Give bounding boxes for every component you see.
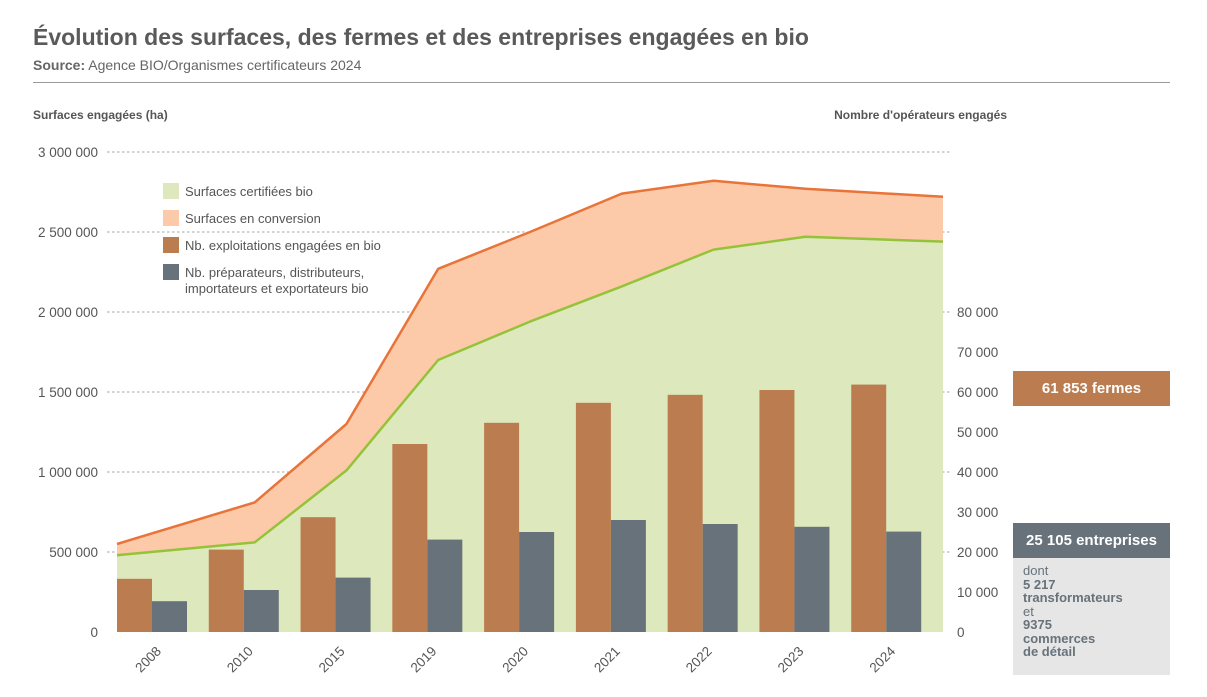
y-left-tick-label: 2 500 000 [38, 225, 98, 240]
legend-label: importateurs et exportateurs bio [185, 281, 369, 296]
chart-source: Source: Agence BIO/Organismes certificat… [33, 57, 361, 73]
y-left-tick-label: 500 000 [49, 545, 98, 560]
chart-title: Évolution des surfaces, des fermes et de… [33, 24, 809, 50]
detail-line: 9375 [1023, 617, 1052, 632]
bar-operators [335, 577, 371, 632]
legend-label: Nb. préparateurs, distributeurs, [185, 265, 364, 280]
detail-line: dont [1023, 563, 1049, 578]
detail-line: et [1023, 603, 1034, 619]
bars-layer [117, 384, 922, 632]
legend-label: Surfaces certifiées bio [185, 184, 313, 199]
enterprises-callout: 25 105 entreprises [1013, 523, 1170, 558]
x-tick-label: 2022 [683, 644, 715, 676]
detail-line: transformateurs [1023, 590, 1123, 605]
y-right-axis-title: Nombre d'opérateurs engagés [834, 108, 1007, 122]
legend-swatch [163, 210, 179, 226]
bar-operators [886, 531, 922, 632]
x-tick-label: 2023 [775, 644, 807, 676]
y-right-tick-label: 60 000 [957, 385, 998, 400]
y-left-axis-title: Surfaces engagées (ha) [33, 108, 168, 122]
legend-swatch [163, 183, 179, 199]
farms-callout: 61 853 fermes [1013, 371, 1170, 406]
legend-label: Nb. exploitations engagées en bio [185, 238, 381, 253]
x-tick-label: 2010 [224, 644, 256, 676]
bar-operators [519, 532, 555, 632]
y-right-tick-label: 80 000 [957, 305, 998, 320]
legend-label: Surfaces en conversion [185, 211, 321, 226]
bar-operators [702, 524, 738, 632]
bar-operators [152, 601, 187, 632]
enterprises-detail: dont 5 217 transformateurs et 9375 comme… [1013, 558, 1170, 675]
y-left-tick-label: 1 000 000 [38, 465, 98, 480]
title-divider [33, 82, 1170, 83]
bar-farms [759, 390, 795, 632]
y-left-tick-label: 1 500 000 [38, 385, 98, 400]
y-right-tick-label: 70 000 [957, 345, 998, 360]
detail-line: de détail [1023, 644, 1076, 659]
bar-farms [851, 384, 887, 632]
bar-operators [427, 539, 463, 632]
bar-farms [117, 578, 152, 632]
bar-operators [794, 526, 830, 632]
y-right-tick-label: 10 000 [957, 585, 998, 600]
legend-swatch [163, 237, 179, 253]
legend-swatch [163, 264, 179, 280]
y-left-tick-label: 2 000 000 [38, 305, 98, 320]
x-tick-label: 2020 [499, 644, 531, 676]
bar-farms [667, 394, 703, 632]
certified-line [116, 235, 944, 557]
source-label: Source: [33, 57, 86, 73]
y-left-tick-label: 0 [90, 625, 98, 640]
x-tick-label: 2015 [316, 644, 348, 676]
total-surface-line [116, 179, 944, 546]
y-right-tick-label: 50 000 [957, 425, 998, 440]
conversion-area [117, 180, 943, 556]
detail-line: 5 217 [1023, 576, 1056, 592]
y-right-tick-label: 40 000 [957, 465, 998, 480]
legend: Surfaces certifiées bio Surfaces en conve… [163, 183, 381, 296]
bar-farms [208, 549, 244, 632]
x-tick-label: 2021 [591, 644, 623, 676]
bar-farms [300, 517, 336, 632]
source-text: Agence BIO/Organismes certificateurs 202… [85, 57, 362, 73]
bar-operators [610, 520, 646, 632]
bar-farms [575, 402, 611, 632]
y-right-tick-label: 0 [957, 625, 965, 640]
bar-operators [243, 590, 279, 632]
x-tick-label: 2024 [866, 643, 898, 675]
x-tick-label: 2008 [132, 644, 164, 676]
y-right-tick-label: 20 000 [957, 545, 998, 560]
y-left-tick-label: 3 000 000 [38, 145, 98, 160]
bar-farms [484, 422, 520, 632]
y-right-tick-label: 30 000 [957, 505, 998, 520]
detail-line: commerces [1023, 630, 1096, 646]
x-tick-label: 2019 [408, 644, 440, 676]
bar-farms [392, 444, 428, 632]
